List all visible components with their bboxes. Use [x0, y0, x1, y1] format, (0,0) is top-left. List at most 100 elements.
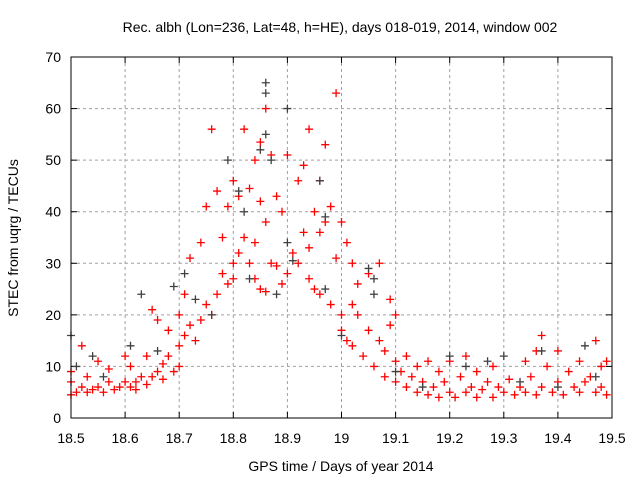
data-point-red	[104, 365, 113, 374]
data-point-black	[369, 290, 378, 299]
data-point-red	[229, 274, 238, 283]
data-point-red	[456, 372, 465, 381]
data-point-black	[240, 207, 249, 216]
y-tick-label: 40	[45, 204, 61, 220]
data-point-black	[364, 264, 373, 273]
data-point-black	[223, 156, 232, 165]
data-point-red	[440, 377, 449, 386]
data-point-red	[283, 269, 292, 278]
data-point-black	[261, 78, 270, 87]
data-points	[67, 78, 611, 402]
data-point-red	[88, 385, 97, 394]
data-point-red	[537, 331, 546, 340]
data-point-black	[483, 357, 492, 366]
data-point-red	[148, 372, 157, 381]
data-point-red	[315, 228, 324, 237]
data-point-red	[348, 259, 357, 268]
data-point-red	[153, 367, 162, 376]
x-tick-label: 19	[334, 430, 350, 446]
data-point-black	[137, 290, 146, 299]
data-point-red	[413, 388, 422, 397]
data-point-red	[369, 362, 378, 371]
data-point-red	[575, 357, 584, 366]
data-point-black	[283, 104, 292, 113]
data-point-black	[207, 310, 216, 319]
data-point-red	[505, 375, 514, 384]
data-point-red	[375, 259, 384, 268]
data-point-red	[342, 238, 351, 247]
x-tick-label: 18.9	[274, 430, 301, 446]
data-point-red	[164, 352, 173, 361]
data-point-red	[526, 372, 535, 381]
data-point-red	[223, 202, 232, 211]
data-point-red	[326, 202, 335, 211]
data-point-black	[234, 187, 243, 196]
data-point-red	[153, 316, 162, 325]
data-point-red	[94, 383, 103, 392]
data-point-black	[126, 341, 135, 350]
data-point-red	[348, 341, 357, 350]
data-point-red	[261, 104, 270, 113]
data-point-red	[207, 125, 216, 134]
data-point-red	[380, 346, 389, 355]
data-point-red	[597, 383, 606, 392]
data-point-red	[391, 377, 400, 386]
data-point-red	[256, 197, 265, 206]
data-point-black	[256, 145, 265, 154]
data-point-red	[175, 362, 184, 371]
data-point-red	[223, 279, 232, 288]
data-point-red	[488, 362, 497, 371]
data-point-red	[391, 310, 400, 319]
data-point-black	[516, 377, 525, 386]
tick-labels: 18.5 18.6 18.7 18.8 18.9 19 19.1 19.2 19.3 19.4 19…	[45, 49, 625, 446]
x-tick-label: 19.4	[544, 430, 571, 446]
data-point-red	[77, 383, 86, 392]
data-point-red	[94, 357, 103, 366]
data-point-red	[277, 279, 286, 288]
data-point-black	[272, 290, 281, 299]
data-point-black	[369, 274, 378, 283]
data-point-red	[402, 352, 411, 361]
data-point-red	[202, 300, 211, 309]
data-point-red	[99, 388, 108, 397]
data-point-black	[553, 383, 562, 392]
data-point-red	[478, 385, 487, 394]
data-point-black	[88, 352, 97, 361]
data-point-red	[180, 331, 189, 340]
data-point-black	[191, 295, 200, 304]
data-point-black	[537, 346, 546, 355]
y-tick-label: 0	[53, 410, 61, 426]
data-point-red	[499, 388, 508, 397]
data-point-red	[142, 380, 151, 389]
data-point-red	[72, 388, 81, 397]
data-point-red	[424, 390, 433, 399]
data-point-red	[521, 357, 530, 366]
x-tick-label: 18.7	[166, 430, 193, 446]
data-point-red	[342, 336, 351, 345]
data-point-red	[115, 383, 124, 392]
x-tick-label: 19.2	[436, 430, 463, 446]
data-point-red	[348, 300, 357, 309]
data-point-red	[121, 352, 130, 361]
x-axis-label: GPS time / Days of year 2014	[248, 458, 433, 474]
data-point-red	[104, 377, 113, 386]
x-tick-label: 19.1	[382, 430, 409, 446]
data-point-red	[461, 352, 470, 361]
data-point-red	[543, 362, 552, 371]
data-point-red	[83, 372, 92, 381]
data-point-red	[288, 248, 297, 257]
x-tick-label: 18.6	[111, 430, 138, 446]
data-point-red	[77, 341, 86, 350]
data-point-black	[418, 383, 427, 392]
data-point-red	[564, 367, 573, 376]
data-point-red	[553, 346, 562, 355]
data-point-red	[131, 377, 140, 386]
data-point-red	[83, 388, 92, 397]
data-point-red	[137, 372, 146, 381]
data-point-red	[158, 375, 167, 384]
y-tick-label: 30	[45, 255, 61, 271]
y-tick-label: 10	[45, 358, 61, 374]
data-point-red	[548, 388, 557, 397]
data-point-red	[353, 310, 362, 319]
data-point-red	[175, 310, 184, 319]
